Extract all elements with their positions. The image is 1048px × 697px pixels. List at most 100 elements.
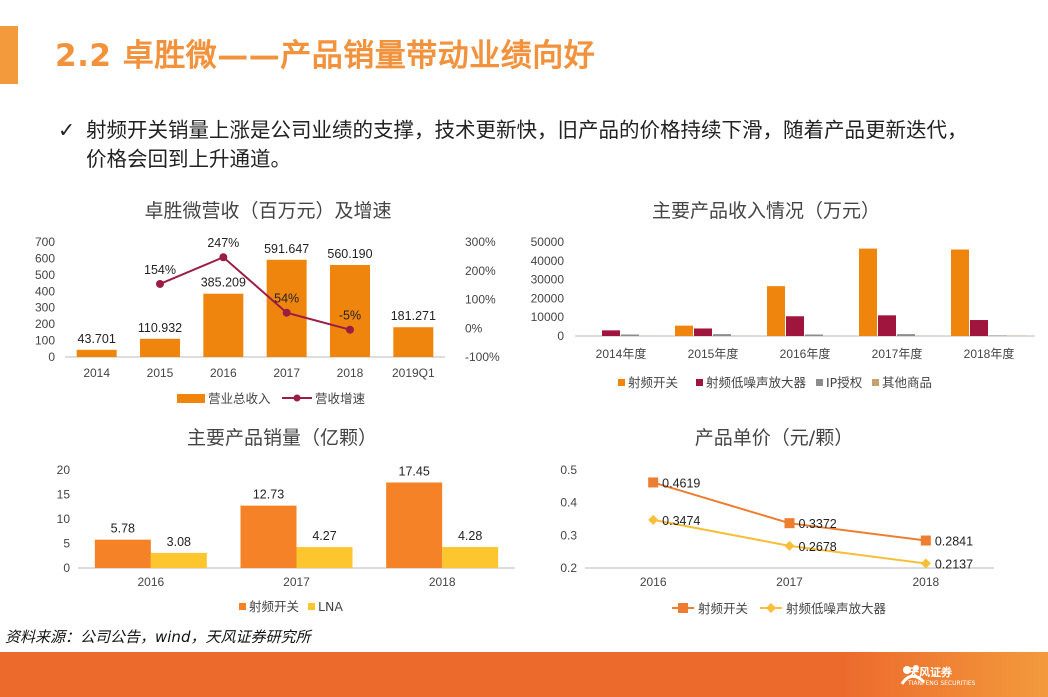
y-tick-label: 15 — [57, 488, 71, 502]
unit-price-chart: 产品单价（元/颗） 0.2 0.3 0.4 0.5 2016 2017 2018 0.4619 0… — [560, 427, 994, 616]
check-icon: ✓ — [58, 118, 76, 142]
x-tick-label: 2018 — [337, 366, 364, 380]
tianfeng-logo-icon — [900, 665, 926, 685]
price-value-label: 0.2137 — [935, 558, 973, 572]
x-tick-label: 2015 — [147, 366, 174, 380]
price-point — [648, 477, 659, 488]
x-tick-label: 2014年度 — [596, 346, 647, 361]
sales-volume-chart: 主要产品销量（亿颗） 0 5 10 15 20 2016 5.78 3.08 2017 12.73 4… — [57, 427, 515, 614]
bar-product-revenue — [767, 286, 785, 336]
y-tick-label: 600 — [35, 251, 55, 265]
y2-tick-label: 200% — [465, 264, 496, 278]
legend-swatch — [618, 379, 625, 386]
growth-value-label: -5% — [339, 309, 361, 323]
legend-swatch — [696, 379, 703, 386]
price-value-label: 0.3474 — [662, 514, 700, 528]
legend-label: 其他商品 — [882, 375, 932, 390]
bar-revenue — [266, 259, 307, 357]
bar-value-label: 4.28 — [458, 529, 482, 543]
y-tick-label: 40000 — [531, 254, 565, 268]
legend-swatch — [239, 603, 246, 610]
y2-tick-label: 0% — [465, 321, 483, 335]
price-value-label: 0.4619 — [662, 476, 700, 490]
bar-product-revenue — [675, 325, 693, 336]
y-tick-label: 500 — [35, 268, 55, 282]
x-tick-label: 2017年度 — [872, 346, 923, 361]
x-tick-label: 2017 — [283, 575, 310, 589]
bar-product-revenue — [951, 249, 969, 336]
line-growth — [159, 256, 351, 331]
legend-marker — [766, 603, 776, 613]
bullet-text: 射频开关销量上涨是公司业绩的支撑，技术更新快，旧产品的价格持续下滑，随着产品更新… — [86, 118, 968, 171]
price-point — [784, 518, 795, 529]
page-title: 2.2 卓胜微——产品销量带动业绩向好 — [55, 38, 596, 74]
x-tick-label: 2017 — [776, 575, 803, 589]
y-tick-label: 0 — [557, 329, 564, 343]
legend-label: 营业总收入 — [208, 391, 271, 406]
bar-revenue — [330, 264, 370, 357]
y-tick-label: 0.4 — [560, 496, 577, 510]
legend-label: 射频低噪声放大器 — [706, 375, 807, 390]
y-tick-label: 200 — [35, 317, 55, 331]
price-line — [652, 481, 926, 542]
price-value-label: 0.3372 — [799, 517, 837, 531]
legend-label: 射频开关 — [628, 375, 678, 390]
source-note: 资料来源：公司公告，wind，天风证券研究所 — [5, 628, 311, 646]
legend-swatch — [308, 603, 315, 610]
bar-value-label: 385.209 — [201, 276, 246, 290]
y-tick-label: 100 — [35, 334, 55, 348]
bar-sales-volume — [150, 552, 207, 568]
bar-value-label: 110.932 — [138, 321, 182, 335]
legend-label: 营收增速 — [315, 391, 366, 406]
y-tick-label: 700 — [35, 235, 55, 249]
bar-product-revenue — [786, 316, 804, 336]
legend-marker — [678, 603, 688, 613]
price-value-label: 0.2841 — [935, 535, 973, 549]
chart-title: 主要产品收入情况（万元） — [652, 200, 880, 222]
bar-value-label: 12.73 — [253, 488, 284, 502]
x-tick-label: 2016 — [640, 575, 667, 589]
title-accent-bar — [0, 26, 18, 84]
y-tick-label: 10 — [57, 512, 71, 526]
bar-product-revenue — [970, 320, 988, 336]
bar-value-label: 560.190 — [327, 247, 372, 261]
y-tick-label: 400 — [35, 284, 55, 298]
x-tick-label: 2017 — [273, 366, 300, 380]
bar-value-label: 4.27 — [312, 529, 336, 543]
x-tick-label: 2016年度 — [780, 346, 831, 361]
bar-revenue — [140, 338, 180, 357]
y-tick-label: 0.2 — [560, 561, 577, 575]
bar-value-label: 181.271 — [391, 309, 436, 323]
footer-gradient — [840, 652, 1048, 697]
price-point — [784, 540, 795, 551]
product-revenue-chart: 主要产品收入情况（万元） 0 10000 20000 30000 40000 50000 20… — [531, 200, 1035, 390]
bar-value-label: 3.08 — [167, 535, 191, 549]
bar-product-revenue — [713, 334, 731, 336]
logo-subtext: TIANFENG SECURITIES — [908, 680, 976, 687]
price-point — [920, 535, 931, 546]
bar-revenue — [393, 327, 434, 357]
bar-value-label: 43.701 — [78, 332, 116, 346]
growth-point — [346, 325, 354, 334]
price-value-label: 0.2678 — [799, 540, 837, 554]
bar-sales-volume — [296, 547, 353, 568]
y2-tick-label: 100% — [465, 293, 496, 307]
x-tick-label: 2019Q1 — [392, 366, 435, 380]
chart-title: 卓胜微营收（百万元）及增速 — [144, 200, 391, 222]
legend-swatch — [816, 379, 823, 386]
bar-sales-volume — [442, 547, 499, 568]
bar-sales-volume — [386, 482, 443, 568]
growth-value-label: 54% — [274, 292, 299, 306]
legend-label: 射频开关 — [698, 601, 748, 616]
x-tick-label: 2018年度 — [964, 346, 1015, 361]
bar-revenue — [76, 349, 117, 357]
price-point — [648, 514, 659, 525]
y-tick-label: 10000 — [531, 310, 565, 324]
revenue-growth-chart: 卓胜微营收（百万元）及增速 0 100 200 300 400 500 600 700 -100%… — [35, 200, 500, 406]
x-tick-label: 2014 — [83, 366, 110, 380]
y-tick-label: 0.5 — [560, 463, 577, 477]
bar-product-revenue — [805, 334, 823, 336]
x-tick-label: 2015年度 — [688, 346, 739, 361]
legend-label: IP授权 — [826, 375, 863, 390]
growth-value-label: 154% — [144, 263, 176, 277]
